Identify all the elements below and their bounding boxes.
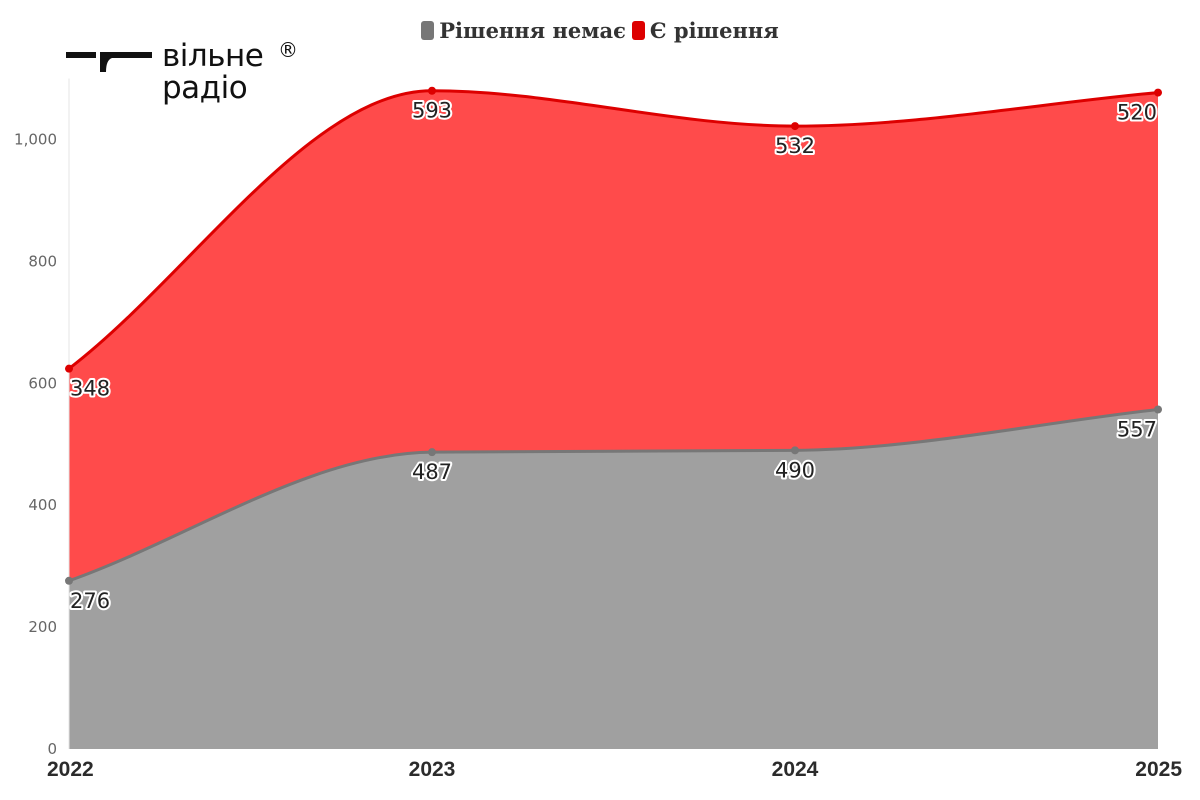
- data-label-decision: 520: [1117, 101, 1157, 125]
- point-no-decision: [65, 576, 73, 585]
- y-tick-label: 0: [47, 740, 57, 758]
- point-decision: [428, 86, 436, 95]
- x-tick-label: 2025: [1135, 758, 1182, 781]
- area-decision: [69, 90, 1158, 581]
- line-decision: [68, 89, 1159, 370]
- point-no-decision: [1154, 405, 1162, 414]
- legend-label-no-decision: Рішення немає: [439, 18, 626, 43]
- point-decision: [791, 122, 799, 131]
- data-label-decision: 593: [412, 99, 452, 123]
- data-label-no-decision: 276: [70, 589, 110, 613]
- logo-mark-icon: [66, 52, 152, 72]
- y-tick-label: 800: [28, 252, 57, 270]
- point-decision: [1154, 88, 1162, 97]
- chart-legend: Рішення немає Є рішення: [0, 18, 1200, 43]
- y-tick-label: 1,000: [14, 131, 57, 149]
- data-label-decision: 532: [775, 134, 815, 158]
- legend-swatch-red: [631, 21, 645, 40]
- y-tick-label: 600: [28, 374, 57, 392]
- legend-item-no-decision[interactable]: Рішення немає: [421, 18, 626, 43]
- data-label-no-decision: 487: [412, 460, 452, 484]
- x-tick-label: 2024: [772, 758, 819, 781]
- point-layer: [65, 86, 1162, 585]
- y-tick-label: 400: [28, 496, 57, 514]
- data-label-decision: 348: [70, 377, 110, 401]
- brand-logo: вільне радіо ®: [66, 38, 316, 110]
- data-label-no-decision: 557: [1117, 418, 1157, 442]
- logo-line-2: радіо: [162, 70, 248, 106]
- x-tick-label: 2023: [409, 758, 456, 781]
- data-label-no-decision: 490: [775, 458, 815, 482]
- label-layer: 276 487 490 557 348 593 532 520: [68, 97, 1159, 615]
- point-no-decision: [791, 446, 799, 455]
- y-tick-label: 200: [28, 618, 57, 636]
- x-tick-label: 2022: [47, 758, 94, 781]
- registered-mark: ®: [278, 38, 298, 62]
- legend-label-decision: Є рішення: [649, 18, 779, 43]
- line-no-decision: [68, 408, 1159, 583]
- area-layer: [68, 89, 1159, 749]
- legend-item-decision[interactable]: Є рішення: [631, 18, 779, 43]
- axis-layer: 0 200 400 600 800 1,000 2022 2023 2024 2025: [14, 78, 1182, 781]
- point-decision: [65, 364, 73, 373]
- logo-line-1: вільне: [162, 38, 264, 74]
- logo-wordmark: вільне радіо: [162, 38, 264, 106]
- legend-swatch-gray: [421, 21, 435, 40]
- area-no-decision: [69, 409, 1158, 749]
- point-no-decision: [428, 448, 436, 457]
